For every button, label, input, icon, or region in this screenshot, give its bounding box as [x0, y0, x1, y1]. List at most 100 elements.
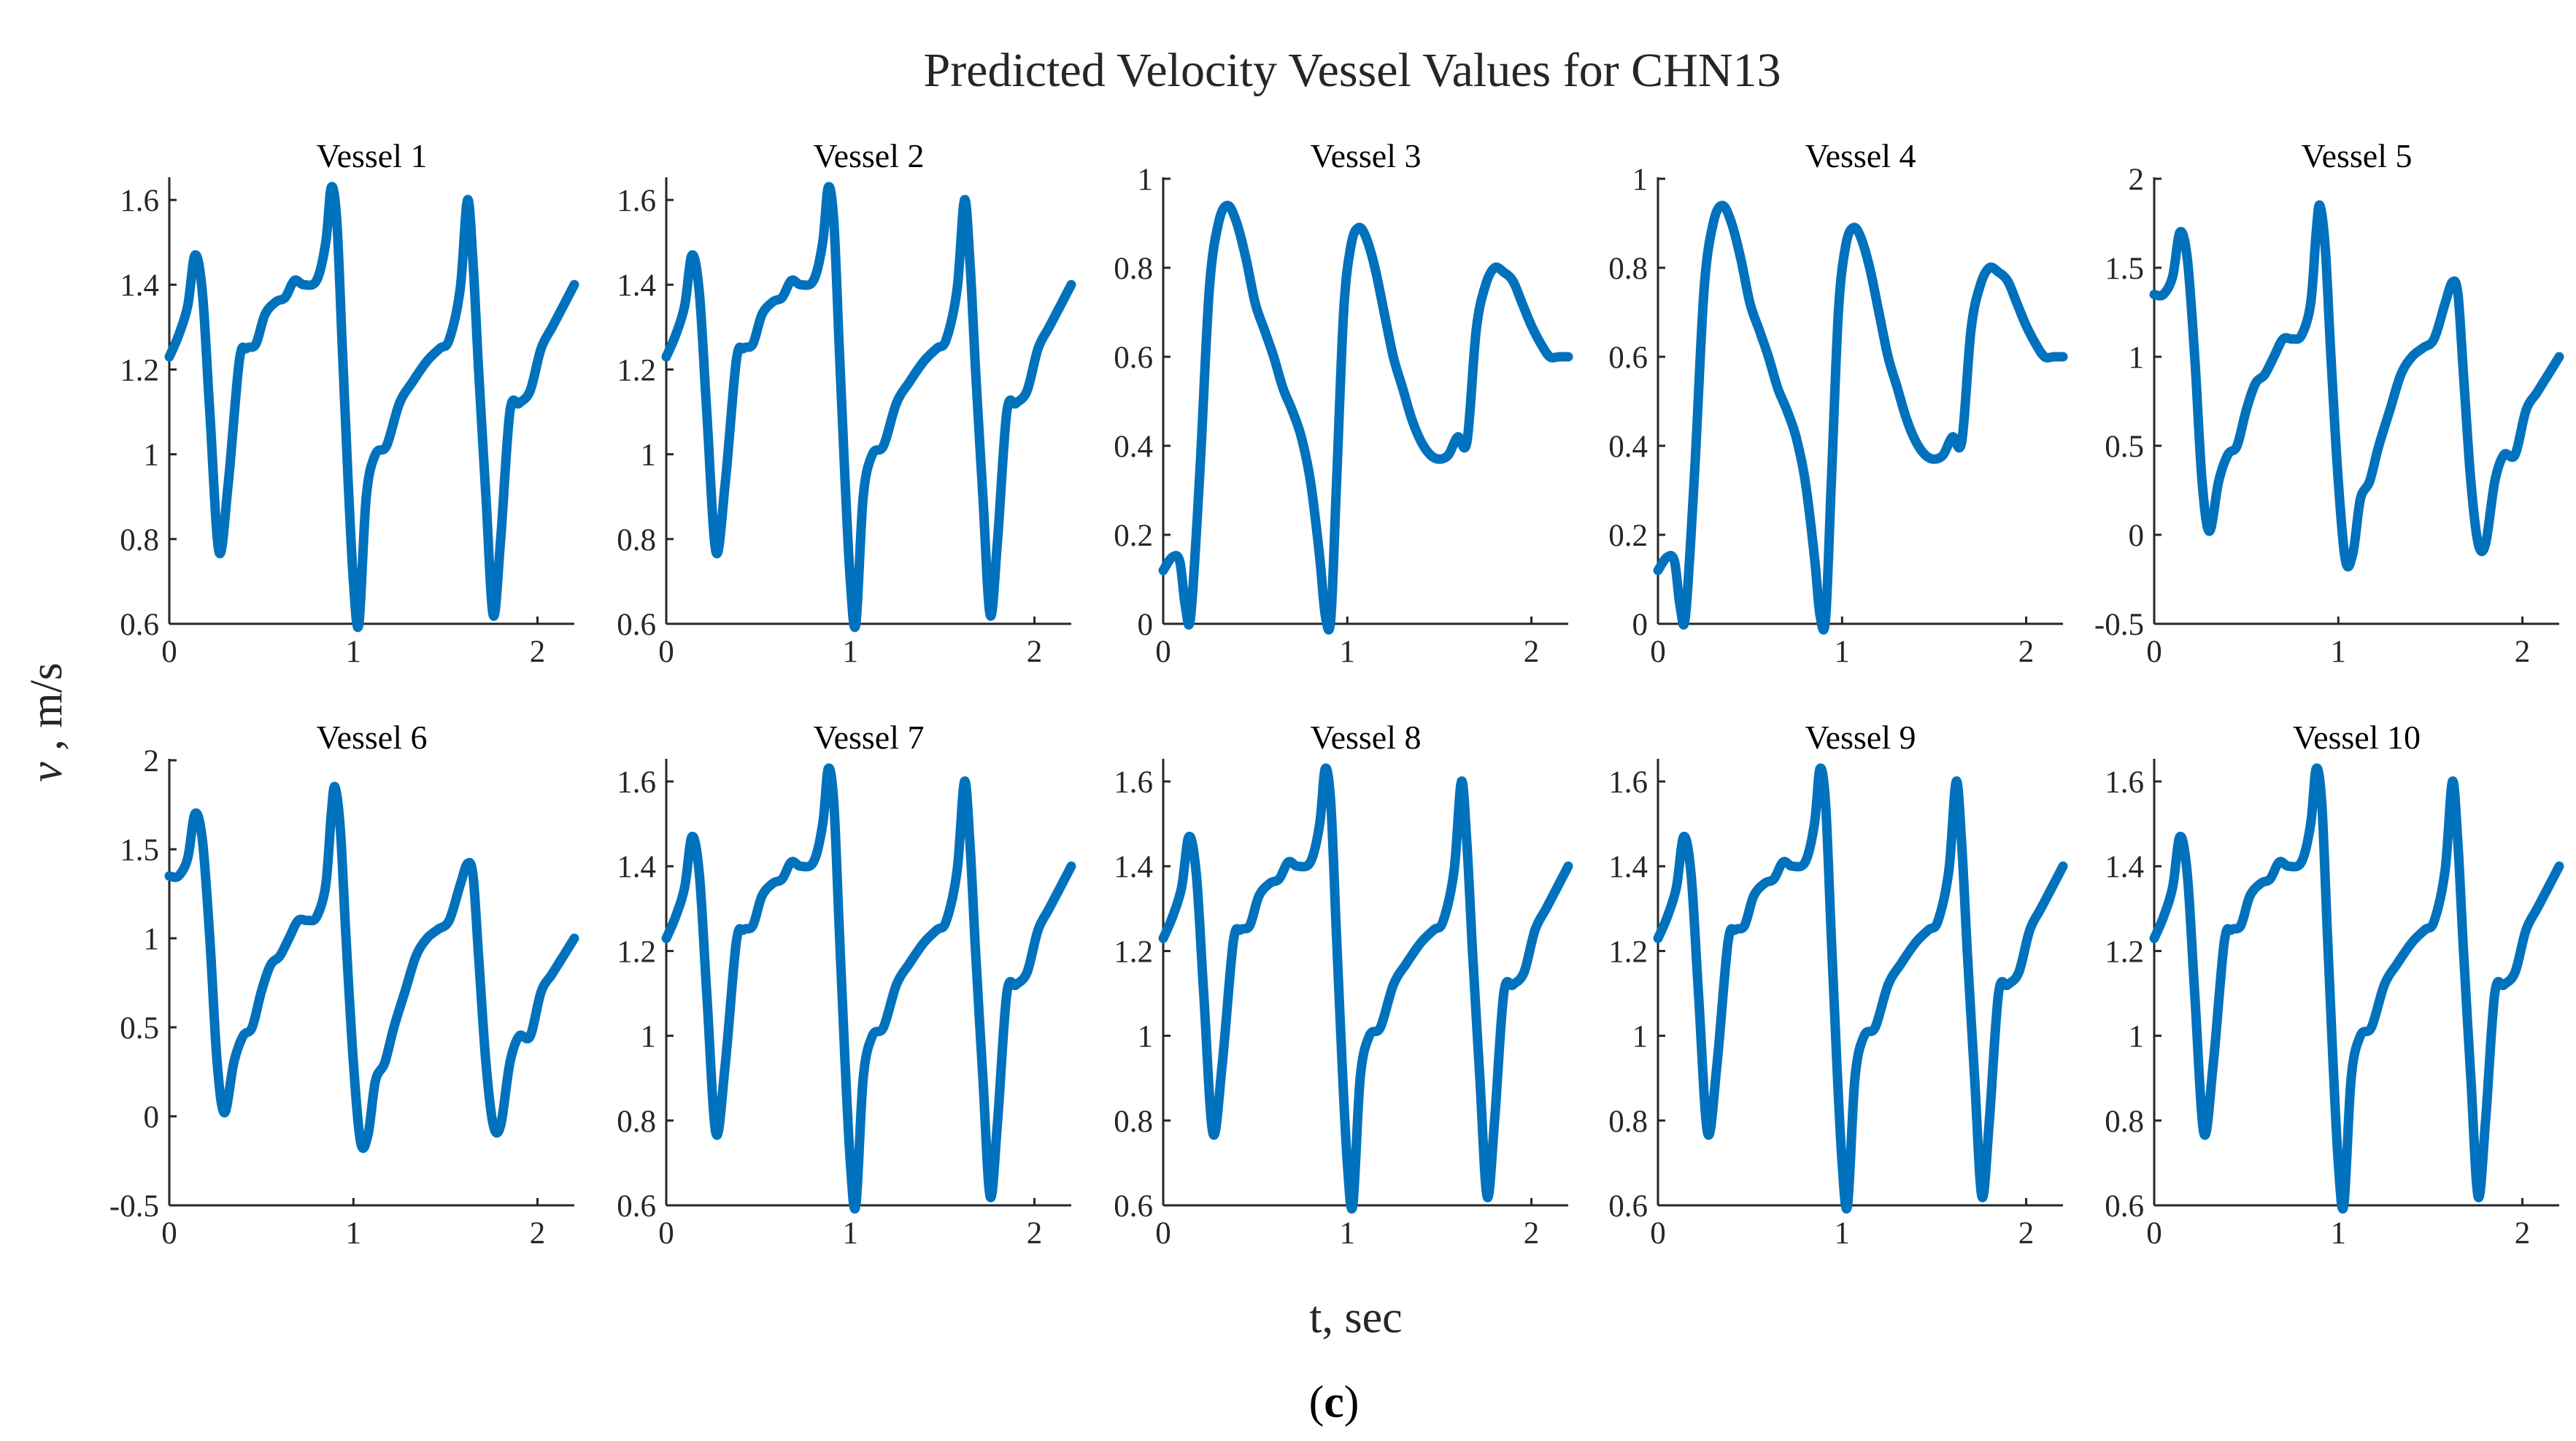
- y-tick-label: 0.6: [617, 608, 656, 642]
- panel-title-vessel-2: Vessel 2: [813, 137, 924, 174]
- y-tick-label: 1.2: [2105, 935, 2144, 969]
- x-tick-label: 1: [1835, 635, 1851, 669]
- x-tick-label: 1: [2331, 1216, 2347, 1251]
- y-tick-label: 0.8: [2105, 1105, 2144, 1139]
- y-tick-label: 0.6: [1608, 1189, 1648, 1224]
- x-tick-label: 0: [2146, 1216, 2162, 1251]
- y-tick-label: 0.6: [617, 1189, 656, 1224]
- y-tick-label: 1.4: [1608, 850, 1648, 884]
- y-axis-label-unit: , m/s: [22, 662, 72, 762]
- y-tick-label: 1.2: [1608, 935, 1648, 969]
- x-tick-label: 1: [843, 635, 859, 669]
- y-tick-label: 1: [144, 922, 160, 957]
- caption-letter: c: [1324, 1378, 1344, 1427]
- series-line-vessel-9: [1653, 763, 2068, 1214]
- panel-title-vessel-1: Vessel 1: [316, 137, 427, 174]
- series-line-vessel-5: [2149, 200, 2564, 572]
- x-tick-label: 2: [2515, 635, 2531, 669]
- x-tick-label: 0: [658, 635, 674, 669]
- y-tick-label: 1.4: [1114, 850, 1153, 884]
- y-tick-label: 0.8: [1114, 1105, 1153, 1139]
- y-tick-label: 0.6: [1608, 341, 1648, 375]
- y-tick-label: 1.2: [1114, 935, 1153, 969]
- y-tick-label: 1: [641, 439, 657, 473]
- figure-title: Predicted Velocity Vessel Values for CHN…: [923, 44, 1781, 97]
- y-tick-label: 1.6: [1114, 765, 1153, 800]
- y-axis-label-symbol: v: [22, 762, 72, 782]
- x-tick-label: 1: [2331, 635, 2347, 669]
- y-tick-label: 1.6: [617, 184, 656, 218]
- x-tick-label: 0: [1155, 1216, 1171, 1251]
- y-tick-label: 0.4: [1114, 430, 1153, 464]
- x-tick-label: 0: [2146, 635, 2162, 669]
- y-tick-label: 0.8: [1114, 252, 1153, 286]
- x-tick-label: 1: [1835, 1216, 1851, 1251]
- series-line-vessel-1: [164, 182, 579, 633]
- y-tick-label: 1.6: [120, 184, 159, 218]
- y-tick-label: 1: [1138, 1020, 1154, 1054]
- panel-title-vessel-6: Vessel 6: [316, 719, 427, 756]
- figure-caption: (c): [1309, 1378, 1360, 1427]
- series-line-vessel-6: [164, 781, 579, 1154]
- y-tick-label: 0.8: [1608, 252, 1648, 286]
- y-tick-label: 0.6: [1114, 341, 1153, 375]
- x-tick-label: 2: [1524, 1216, 1540, 1251]
- y-tick-label: 1.4: [617, 850, 656, 884]
- x-tick-label: 1: [346, 635, 362, 669]
- y-tick-label: 1: [641, 1020, 657, 1054]
- x-tick-label: 0: [1650, 1216, 1666, 1251]
- series-line-vessel-4: [1653, 201, 2068, 635]
- y-tick-label: 1.2: [617, 353, 656, 387]
- x-axis-label: t, sec: [1309, 1293, 1402, 1343]
- y-tick-label: 1: [144, 439, 160, 473]
- series-line-vessel-10: [2149, 763, 2564, 1214]
- y-tick-label: 0.6: [120, 608, 159, 642]
- y-tick-label: 0: [1632, 608, 1648, 642]
- panel-title-vessel-7: Vessel 7: [813, 719, 924, 756]
- x-tick-label: 1: [843, 1216, 859, 1251]
- x-tick-label: 2: [530, 1216, 546, 1251]
- y-tick-label: 1: [2129, 1020, 2145, 1054]
- y-tick-label: -0.5: [2094, 608, 2144, 642]
- panel-vessel-6: Vessel 60 1 2-0.500.511.52: [109, 719, 579, 1251]
- x-tick-label: 2: [2018, 635, 2035, 669]
- y-tick-label: 1: [1632, 1020, 1648, 1054]
- y-tick-label: 0.2: [1608, 519, 1648, 553]
- y-tick-label: 1.5: [120, 833, 159, 868]
- panel-vessel-10: Vessel 10 0 1 2 0.6 0.8 1 1.2 1.4 1.6: [2105, 719, 2564, 1251]
- y-tick-label: 0.6: [1114, 1189, 1153, 1224]
- panel-vessel-8: Vessel 8 0 1 2 0.6 0.8 1 1.2 1.4 1.6: [1114, 719, 1573, 1251]
- y-tick-label: 1.4: [617, 269, 656, 303]
- y-tick-label: 1.2: [617, 935, 656, 969]
- y-tick-label: 0.4: [1608, 430, 1648, 464]
- y-tick-label: 2: [2129, 163, 2145, 197]
- y-tick-label: 0.8: [120, 523, 159, 557]
- y-tick-label: 1.4: [120, 269, 159, 303]
- x-tick-label: 0: [161, 635, 177, 669]
- x-tick-label: 0: [658, 1216, 674, 1251]
- y-tick-label: 1: [2129, 341, 2145, 375]
- x-tick-label: 0: [1155, 635, 1171, 669]
- panel-vessel-5: Vessel 50 1 2-0.500.511.52: [2094, 137, 2564, 669]
- panel-title-vessel-5: Vessel 5: [2301, 137, 2412, 174]
- panel-vessel-9: Vessel 9 0 1 2 0.6 0.8 1 1.2 1.4 1.6: [1608, 719, 2068, 1251]
- x-tick-label: 2: [530, 635, 546, 669]
- y-tick-label: 0.6: [2105, 1189, 2144, 1224]
- panel-title-vessel-4: Vessel 4: [1805, 137, 1916, 174]
- caption-close: ): [1344, 1378, 1360, 1427]
- x-tick-label: 2: [2018, 1216, 2035, 1251]
- y-tick-label: 0.5: [2105, 430, 2144, 464]
- series-line-vessel-2: [661, 182, 1076, 633]
- x-tick-label: 2: [1027, 1216, 1043, 1251]
- y-tick-label: 0: [144, 1100, 160, 1135]
- y-tick-label: 1.4: [2105, 850, 2144, 884]
- y-tick-label: 1.5: [2105, 252, 2144, 286]
- panel-vessel-7: Vessel 7 0 1 2 0.6 0.8 1 1.2 1.4 1.6: [617, 719, 1076, 1251]
- y-tick-label: 1.2: [120, 353, 159, 387]
- x-tick-label: 2: [2515, 1216, 2531, 1251]
- panel-title-vessel-8: Vessel 8: [1310, 719, 1421, 756]
- series-line-vessel-3: [1158, 201, 1573, 635]
- panel-vessel-4: Vessel 4 0 1 2 0 0.2 0.4 0.6 0.8 1: [1608, 137, 2068, 669]
- y-tick-label: 1.6: [2105, 765, 2144, 800]
